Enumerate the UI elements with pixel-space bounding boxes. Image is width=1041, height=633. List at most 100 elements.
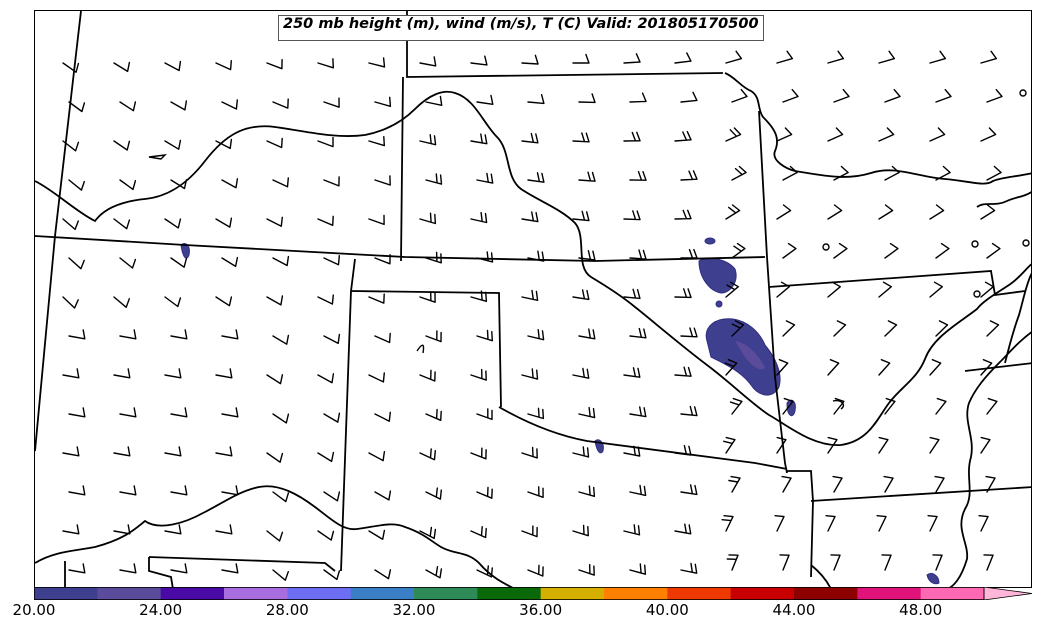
wind-barb xyxy=(368,451,386,462)
wind-barb xyxy=(470,526,487,539)
wind-barb xyxy=(929,204,945,220)
wind-barb xyxy=(985,475,996,493)
wind-barb xyxy=(425,566,443,579)
wind-barb xyxy=(170,179,188,190)
colorbar-swatch xyxy=(160,587,225,600)
wind-barb xyxy=(62,296,79,309)
wind-barb xyxy=(833,88,850,103)
colorbar-tick-label: 32.00 xyxy=(392,601,436,619)
wind-barb xyxy=(425,330,442,343)
wind-barb xyxy=(731,165,747,181)
wind-barb xyxy=(629,249,647,260)
wind-barb xyxy=(317,294,334,305)
wind-barb xyxy=(980,50,998,64)
wind-barb xyxy=(782,165,798,181)
wind-barb xyxy=(929,359,942,376)
wind-barb xyxy=(986,320,1000,337)
wind-barb xyxy=(623,288,641,300)
wind-barb xyxy=(827,127,844,142)
wind-barb xyxy=(983,554,994,571)
wind-barb xyxy=(266,452,284,463)
wind-barb xyxy=(629,327,647,339)
wind-barb xyxy=(266,216,283,227)
colorbar-tick-label: 24.00 xyxy=(139,601,183,619)
wind-barb xyxy=(527,564,544,577)
wind-barb xyxy=(572,289,590,301)
wind-barb xyxy=(170,407,188,418)
wind-barb xyxy=(521,54,539,65)
wind-barb xyxy=(164,524,182,535)
wind-barb xyxy=(782,242,797,259)
wind-barb xyxy=(723,436,736,454)
wind-barb xyxy=(68,563,86,574)
wind-barb xyxy=(781,475,792,493)
wind-barb xyxy=(731,88,748,103)
wind-barb xyxy=(725,204,741,220)
wind-barb xyxy=(62,218,79,231)
lakes xyxy=(148,89,1030,410)
wind-barb xyxy=(425,408,442,421)
wind-barb xyxy=(317,58,334,69)
wind-barb xyxy=(521,132,539,144)
wind-barb xyxy=(170,100,188,111)
wind-barb xyxy=(578,564,595,576)
wind-barb xyxy=(728,475,741,493)
wind-barb xyxy=(623,131,641,142)
wind-barb xyxy=(119,257,137,269)
wind-barb xyxy=(680,170,698,181)
wind-barb xyxy=(323,491,341,502)
wind-barb xyxy=(629,92,647,103)
wind-barb xyxy=(629,563,647,575)
wind-barb xyxy=(827,359,840,376)
wind-barb xyxy=(527,172,545,183)
wind-barb xyxy=(419,212,437,225)
colorbar-swatch xyxy=(604,587,668,600)
wind-barb xyxy=(272,413,290,424)
wind-barb xyxy=(680,248,698,259)
wind-barb xyxy=(881,554,892,571)
wind-barb xyxy=(476,172,494,184)
wind-barb xyxy=(776,359,789,376)
wind-barb xyxy=(419,448,436,461)
wind-barb xyxy=(986,88,1003,103)
wind-barb xyxy=(929,281,943,298)
wind-barb xyxy=(170,329,188,340)
wind-barb xyxy=(119,485,137,496)
wind-barb xyxy=(215,60,232,71)
wind-barb xyxy=(884,397,896,415)
wind-barb xyxy=(578,93,596,104)
wind-barb xyxy=(832,475,843,493)
wind-barb xyxy=(833,320,847,337)
wind-barb xyxy=(935,242,950,259)
wind-barb xyxy=(170,563,188,574)
wind-barb xyxy=(68,407,86,418)
wind-barb xyxy=(164,368,182,379)
wind-barb xyxy=(776,436,787,454)
wind-barb xyxy=(425,95,443,106)
wind-barb xyxy=(272,255,290,267)
wind-barb xyxy=(113,524,131,535)
wind-barb xyxy=(164,139,182,150)
wind-barb xyxy=(317,215,334,226)
wind-barb xyxy=(629,171,647,181)
wind-barb xyxy=(572,53,590,64)
wind-barb xyxy=(521,368,539,380)
wind-barb xyxy=(476,94,494,105)
wind-barb xyxy=(113,61,131,73)
wind-barb xyxy=(113,368,131,379)
wind-barb xyxy=(62,524,80,535)
wind-barb xyxy=(113,140,131,151)
wind-barb xyxy=(221,256,239,268)
wind-barb xyxy=(884,165,900,181)
wind-barb xyxy=(215,296,233,307)
jet-patch-shading xyxy=(704,237,716,245)
wind-barb xyxy=(470,290,488,302)
colorbar-tick-label: 44.00 xyxy=(772,601,816,619)
wind-barbs xyxy=(62,50,1003,581)
wind-barb xyxy=(986,242,1001,259)
wind-barb xyxy=(527,329,545,341)
wind-barb xyxy=(986,397,998,415)
wind-barb xyxy=(419,526,437,540)
colorbar-swatch xyxy=(350,587,415,600)
wind-barb xyxy=(731,320,745,337)
